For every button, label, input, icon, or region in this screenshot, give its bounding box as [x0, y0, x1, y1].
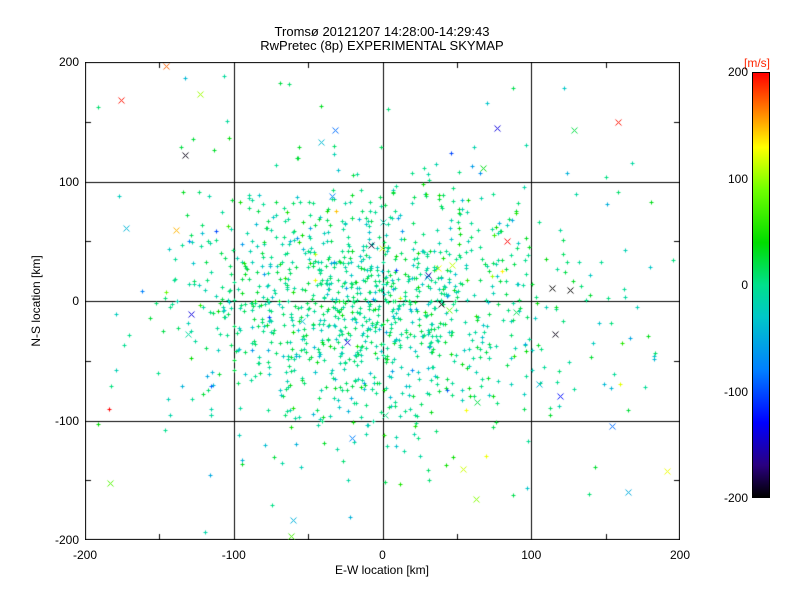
- skymap-plot-canvas: [85, 62, 680, 540]
- plot-title: Tromsø 20121207 14:28:00-14:29:43: [274, 24, 490, 39]
- colorbar-tick-label: 200: [727, 65, 748, 79]
- x-tick-label: 200: [669, 548, 691, 562]
- colorbar-tick-label: 0: [741, 278, 748, 292]
- x-axis-label: E-W location [km]: [334, 563, 430, 577]
- y-tick-label: 0: [72, 294, 79, 308]
- x-tick-label: -100: [221, 548, 246, 562]
- colorbar: [752, 72, 770, 498]
- y-tick-label: 200: [58, 55, 79, 69]
- x-tick-label: 0: [379, 548, 386, 562]
- colorbar-tick-label: 100: [727, 171, 748, 186]
- x-tick-label: -200: [72, 548, 98, 562]
- y-tick-label: -200: [54, 533, 79, 547]
- y-tick-label: 100: [58, 174, 79, 189]
- y-tick-label: -100: [54, 413, 79, 428]
- x-tick-label: 100: [521, 548, 542, 562]
- colorbar-tick-label: -200: [723, 491, 748, 505]
- colorbar-units-label: [m/s]: [744, 56, 770, 70]
- colorbar-tick-label: -100: [723, 384, 748, 399]
- plot-subtitle: RwPretec (8p) EXPERIMENTAL SKYMAP: [260, 38, 504, 53]
